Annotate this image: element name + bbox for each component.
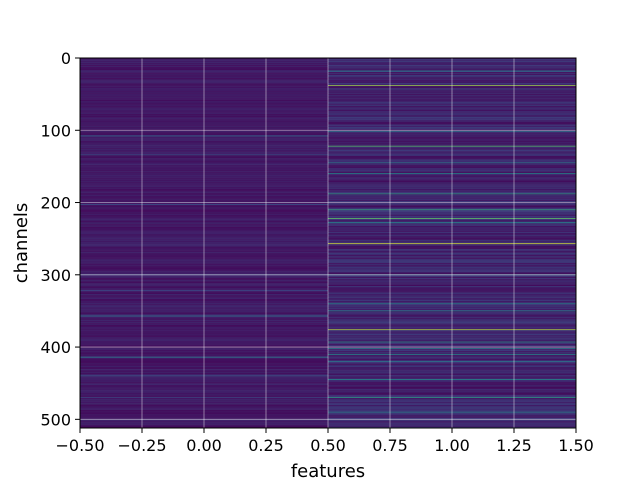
x-tick-label: −0.25 xyxy=(117,436,166,455)
x-tick-label: 0.50 xyxy=(310,436,346,455)
y-tick-label: 400 xyxy=(40,338,71,357)
y-tick-label: 300 xyxy=(40,266,71,285)
x-axis-title: features xyxy=(291,461,365,480)
y-axis-title: channels xyxy=(11,203,32,284)
x-tick-label: 1.25 xyxy=(496,436,532,455)
y-axis: 0 100 200 300 400 500 xyxy=(40,49,80,429)
y-tick-label: 500 xyxy=(40,410,71,429)
x-tick-label: 0.25 xyxy=(248,436,284,455)
x-tick-label: −0.50 xyxy=(55,436,104,455)
y-tick-label: 200 xyxy=(40,194,71,213)
x-tick-label: 0.00 xyxy=(186,436,222,455)
y-tick-label: 100 xyxy=(40,121,71,140)
x-tick-label: 1.00 xyxy=(434,436,470,455)
y-tick-label: 0 xyxy=(61,49,71,68)
x-tick-label: 1.50 xyxy=(558,436,594,455)
x-tick-label: 0.75 xyxy=(372,436,408,455)
x-axis: −0.50 −0.25 0.00 0.25 0.50 0.75 1.00 1.25 1.50 xyxy=(55,428,594,455)
